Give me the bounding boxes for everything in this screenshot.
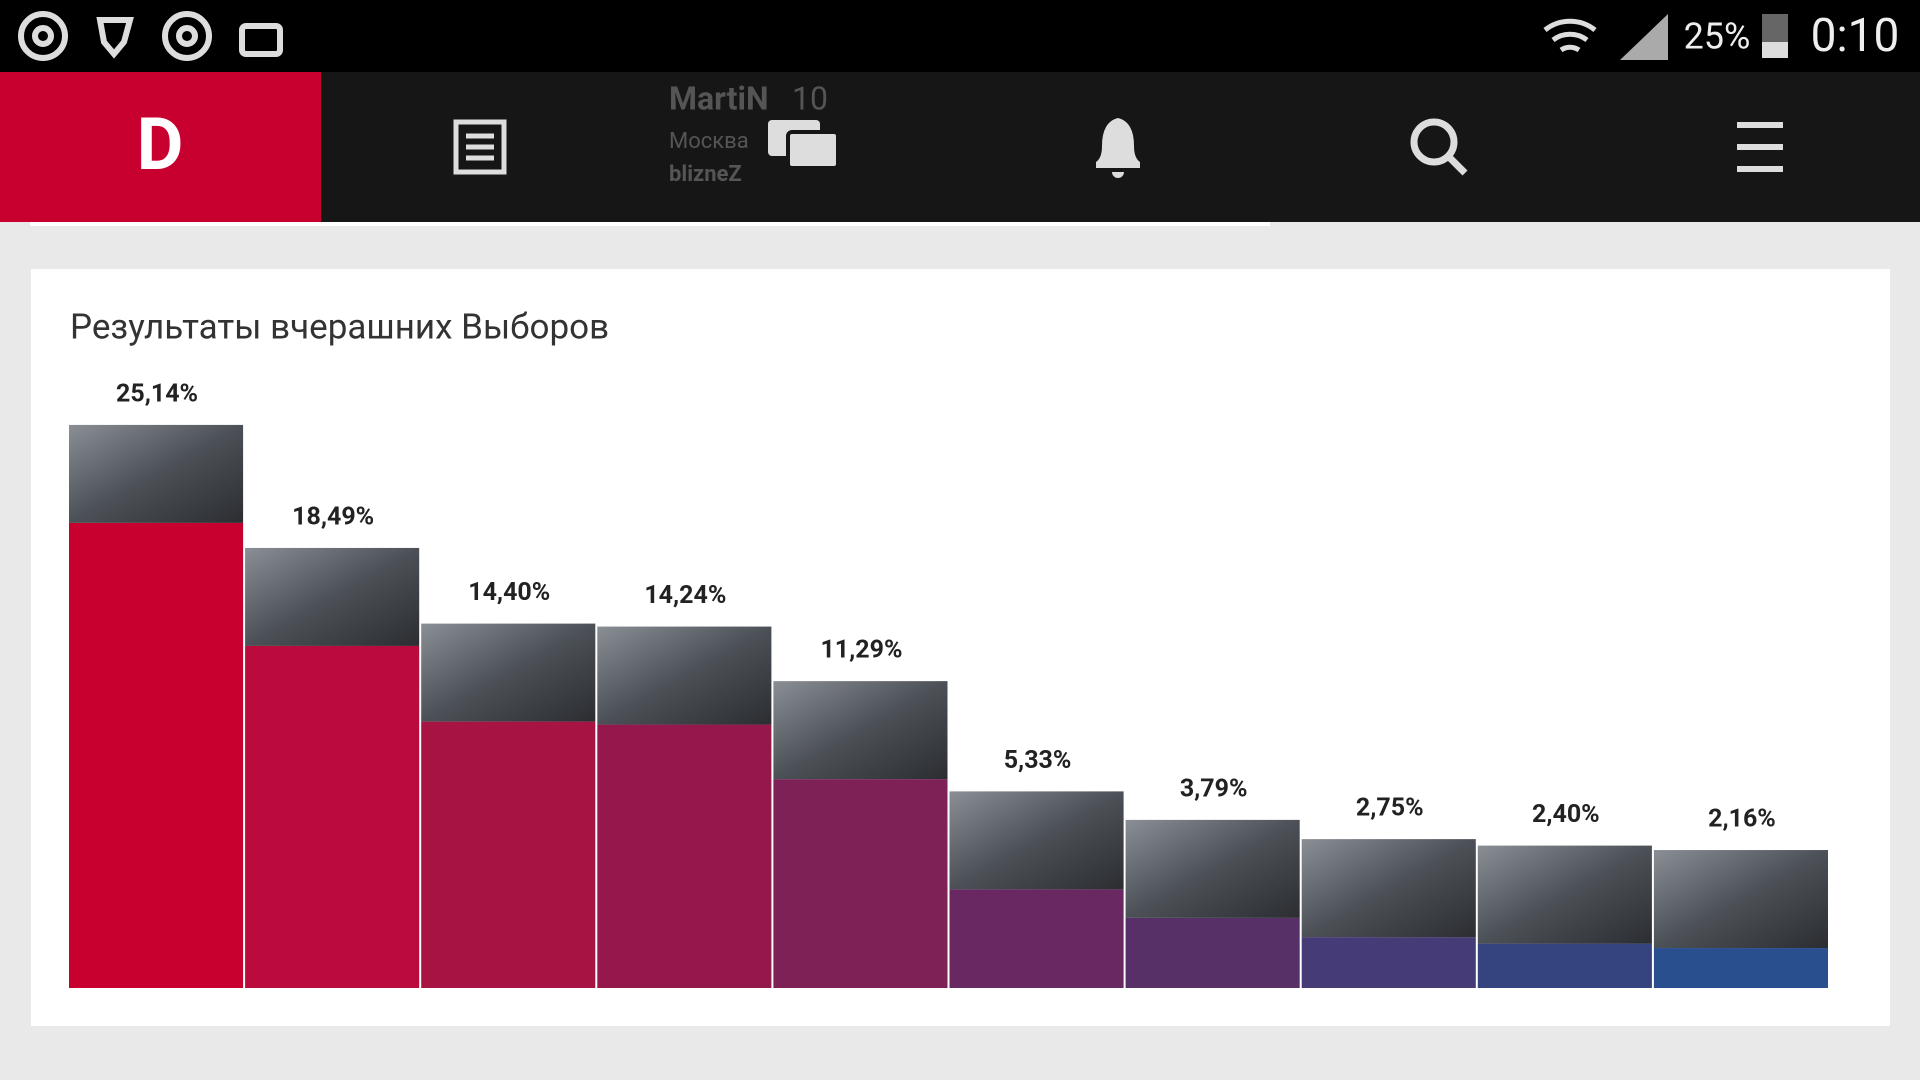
bar	[421, 721, 596, 988]
value-label: 11,29%	[820, 636, 902, 665]
bar-photo	[597, 626, 772, 725]
bar-photo	[1125, 819, 1300, 918]
notifications-button[interactable]	[1096, 118, 1140, 178]
background-post: MartiN 10 Москва blizneZ	[669, 79, 828, 186]
value-label: 2,16%	[1708, 805, 1776, 834]
bar-photo	[773, 681, 948, 780]
search-button[interactable]	[1410, 118, 1468, 176]
bar	[597, 724, 772, 988]
plot: 25,14% 18,49% 14,40% 14,24% 11,29% 5,33% 3,79%…	[69, 380, 1828, 988]
bar	[1653, 948, 1828, 988]
bar	[69, 522, 244, 988]
value-label: 25,14%	[116, 380, 198, 409]
value-label: 18,49%	[292, 503, 374, 532]
bar	[1125, 917, 1300, 988]
value-label: 3,79%	[1180, 774, 1248, 803]
chart-title: Результаты вчерашних Выборов	[70, 306, 609, 347]
bar-photo	[245, 547, 420, 646]
bar-photo	[69, 424, 244, 523]
bar	[1301, 937, 1476, 988]
logo-button[interactable]	[0, 72, 321, 222]
bar-photo	[949, 791, 1124, 890]
feed-button[interactable]	[453, 119, 507, 175]
bar	[949, 889, 1124, 988]
value-label: 2,40%	[1532, 800, 1600, 829]
status-bar	[0, 0, 1920, 72]
bar	[773, 779, 948, 988]
notification-icons	[18, 11, 283, 61]
bar-photo	[1653, 850, 1828, 949]
menu-button[interactable]	[1737, 122, 1783, 172]
post-count: 10	[792, 79, 828, 117]
logo[interactable]: D	[137, 102, 184, 187]
bar	[245, 645, 420, 988]
clock: 0:10	[1811, 9, 1900, 63]
value-label: 2,75%	[1356, 794, 1424, 823]
messages-button[interactable]	[768, 120, 840, 170]
post-city: Москва	[669, 129, 749, 154]
value-label: 14,40%	[468, 578, 550, 607]
bar-photo	[421, 623, 596, 722]
value-label: 5,33%	[1004, 746, 1072, 775]
bar-photo	[1301, 839, 1476, 938]
bar	[1477, 943, 1652, 988]
hidden-card-edge	[30, 222, 1270, 226]
post-author: MartiN	[669, 79, 769, 117]
status-icons	[1543, 14, 1788, 60]
bar-photo	[1477, 845, 1652, 944]
value-label: 14,24%	[644, 581, 726, 610]
battery-percent: 25%	[1684, 16, 1751, 58]
post-user: blizneZ	[669, 162, 742, 187]
